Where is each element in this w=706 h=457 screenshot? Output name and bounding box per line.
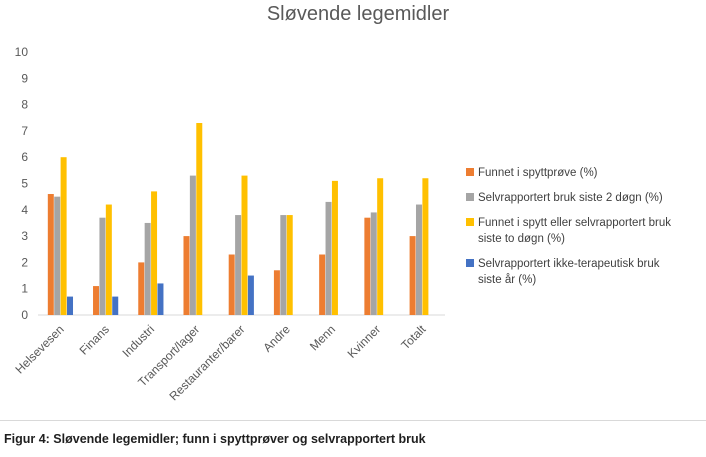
bar bbox=[325, 201, 332, 315]
bar bbox=[364, 217, 371, 315]
bar bbox=[247, 275, 254, 315]
bar bbox=[235, 215, 242, 315]
bar bbox=[409, 236, 416, 315]
x-tick-label: Kvinner bbox=[345, 322, 384, 361]
legend-swatch bbox=[466, 168, 474, 176]
y-tick-label: 7 bbox=[21, 124, 28, 138]
legend-label: Funnet i spyttprøve (%) bbox=[478, 167, 598, 179]
bar bbox=[138, 262, 145, 315]
y-tick-label: 0 bbox=[21, 308, 28, 322]
legend-label: Selvrapportert ikke-terapeutisk bruk bbox=[478, 258, 660, 270]
y-tick-label: 9 bbox=[21, 71, 28, 85]
y-axis-ticks: 0 1 2 3 4 5 6 7 8 9 10 bbox=[15, 45, 29, 322]
chart-title: Sløvende legemidler bbox=[267, 3, 450, 25]
bar bbox=[151, 191, 158, 315]
bar bbox=[370, 212, 377, 315]
bar bbox=[93, 286, 100, 315]
legend-label: siste to døgn (%) bbox=[478, 233, 565, 245]
bars-group bbox=[47, 123, 429, 315]
y-tick-label: 10 bbox=[15, 45, 29, 59]
legend-label: Funnet i spytt eller selvrapportert bruk bbox=[478, 217, 671, 229]
y-tick-label: 2 bbox=[21, 255, 28, 269]
bar bbox=[286, 215, 293, 315]
bar bbox=[241, 175, 248, 315]
x-tick-label: Totalt bbox=[398, 322, 429, 353]
bar bbox=[47, 194, 54, 315]
bar bbox=[54, 196, 61, 315]
x-tick-label: Menn bbox=[307, 322, 338, 353]
y-tick-label: 5 bbox=[21, 177, 28, 191]
bar bbox=[144, 222, 151, 315]
x-tick-label: Andre bbox=[260, 322, 293, 355]
figure-caption: Figur 4: Sløvende legemidler; funn i spy… bbox=[4, 432, 426, 446]
y-tick-label: 8 bbox=[21, 98, 28, 112]
bar bbox=[157, 283, 164, 315]
x-tick-label: Finans bbox=[77, 322, 112, 357]
x-axis-labels: Helsevesen Finans IndustriTransport/lagerR… bbox=[12, 322, 428, 404]
bar bbox=[67, 296, 74, 315]
bar bbox=[112, 296, 119, 315]
y-tick-label: 6 bbox=[21, 150, 28, 164]
bar bbox=[228, 254, 235, 315]
x-tick-label: Restauranter/barer bbox=[167, 322, 248, 403]
y-tick-label: 4 bbox=[21, 203, 28, 217]
legend: Funnet i spyttprøve (%) Selvrapportert br… bbox=[466, 167, 671, 286]
y-tick-label: 3 bbox=[21, 229, 28, 243]
bar bbox=[183, 236, 190, 315]
bar bbox=[319, 254, 326, 315]
legend-swatch bbox=[466, 193, 474, 201]
y-tick-label: 1 bbox=[21, 282, 28, 296]
bar bbox=[331, 180, 338, 315]
bar bbox=[105, 204, 112, 315]
bar bbox=[189, 175, 196, 315]
legend-label: siste år (%) bbox=[478, 274, 536, 286]
chart-svg: Sløvende legemidler 0 1 2 3 4 5 6 7 8 9 10 Helseve… bbox=[12, 3, 671, 404]
bar bbox=[273, 270, 280, 315]
bar bbox=[196, 123, 203, 315]
bar bbox=[377, 178, 384, 315]
legend-swatch bbox=[466, 259, 474, 267]
x-tick-label: Helsevesen bbox=[12, 322, 66, 376]
x-tick-label: Industri bbox=[119, 322, 157, 360]
bar bbox=[415, 204, 422, 315]
bar bbox=[422, 178, 429, 315]
bar bbox=[99, 217, 106, 315]
bar bbox=[280, 215, 287, 315]
chart-frame: Sløvende legemidler 0 1 2 3 4 5 6 7 8 9 10 Helseve… bbox=[0, 3, 706, 421]
legend-swatch bbox=[466, 218, 474, 226]
legend-label: Selvrapportert bruk siste 2 døgn (%) bbox=[478, 192, 663, 204]
bar bbox=[60, 157, 67, 315]
